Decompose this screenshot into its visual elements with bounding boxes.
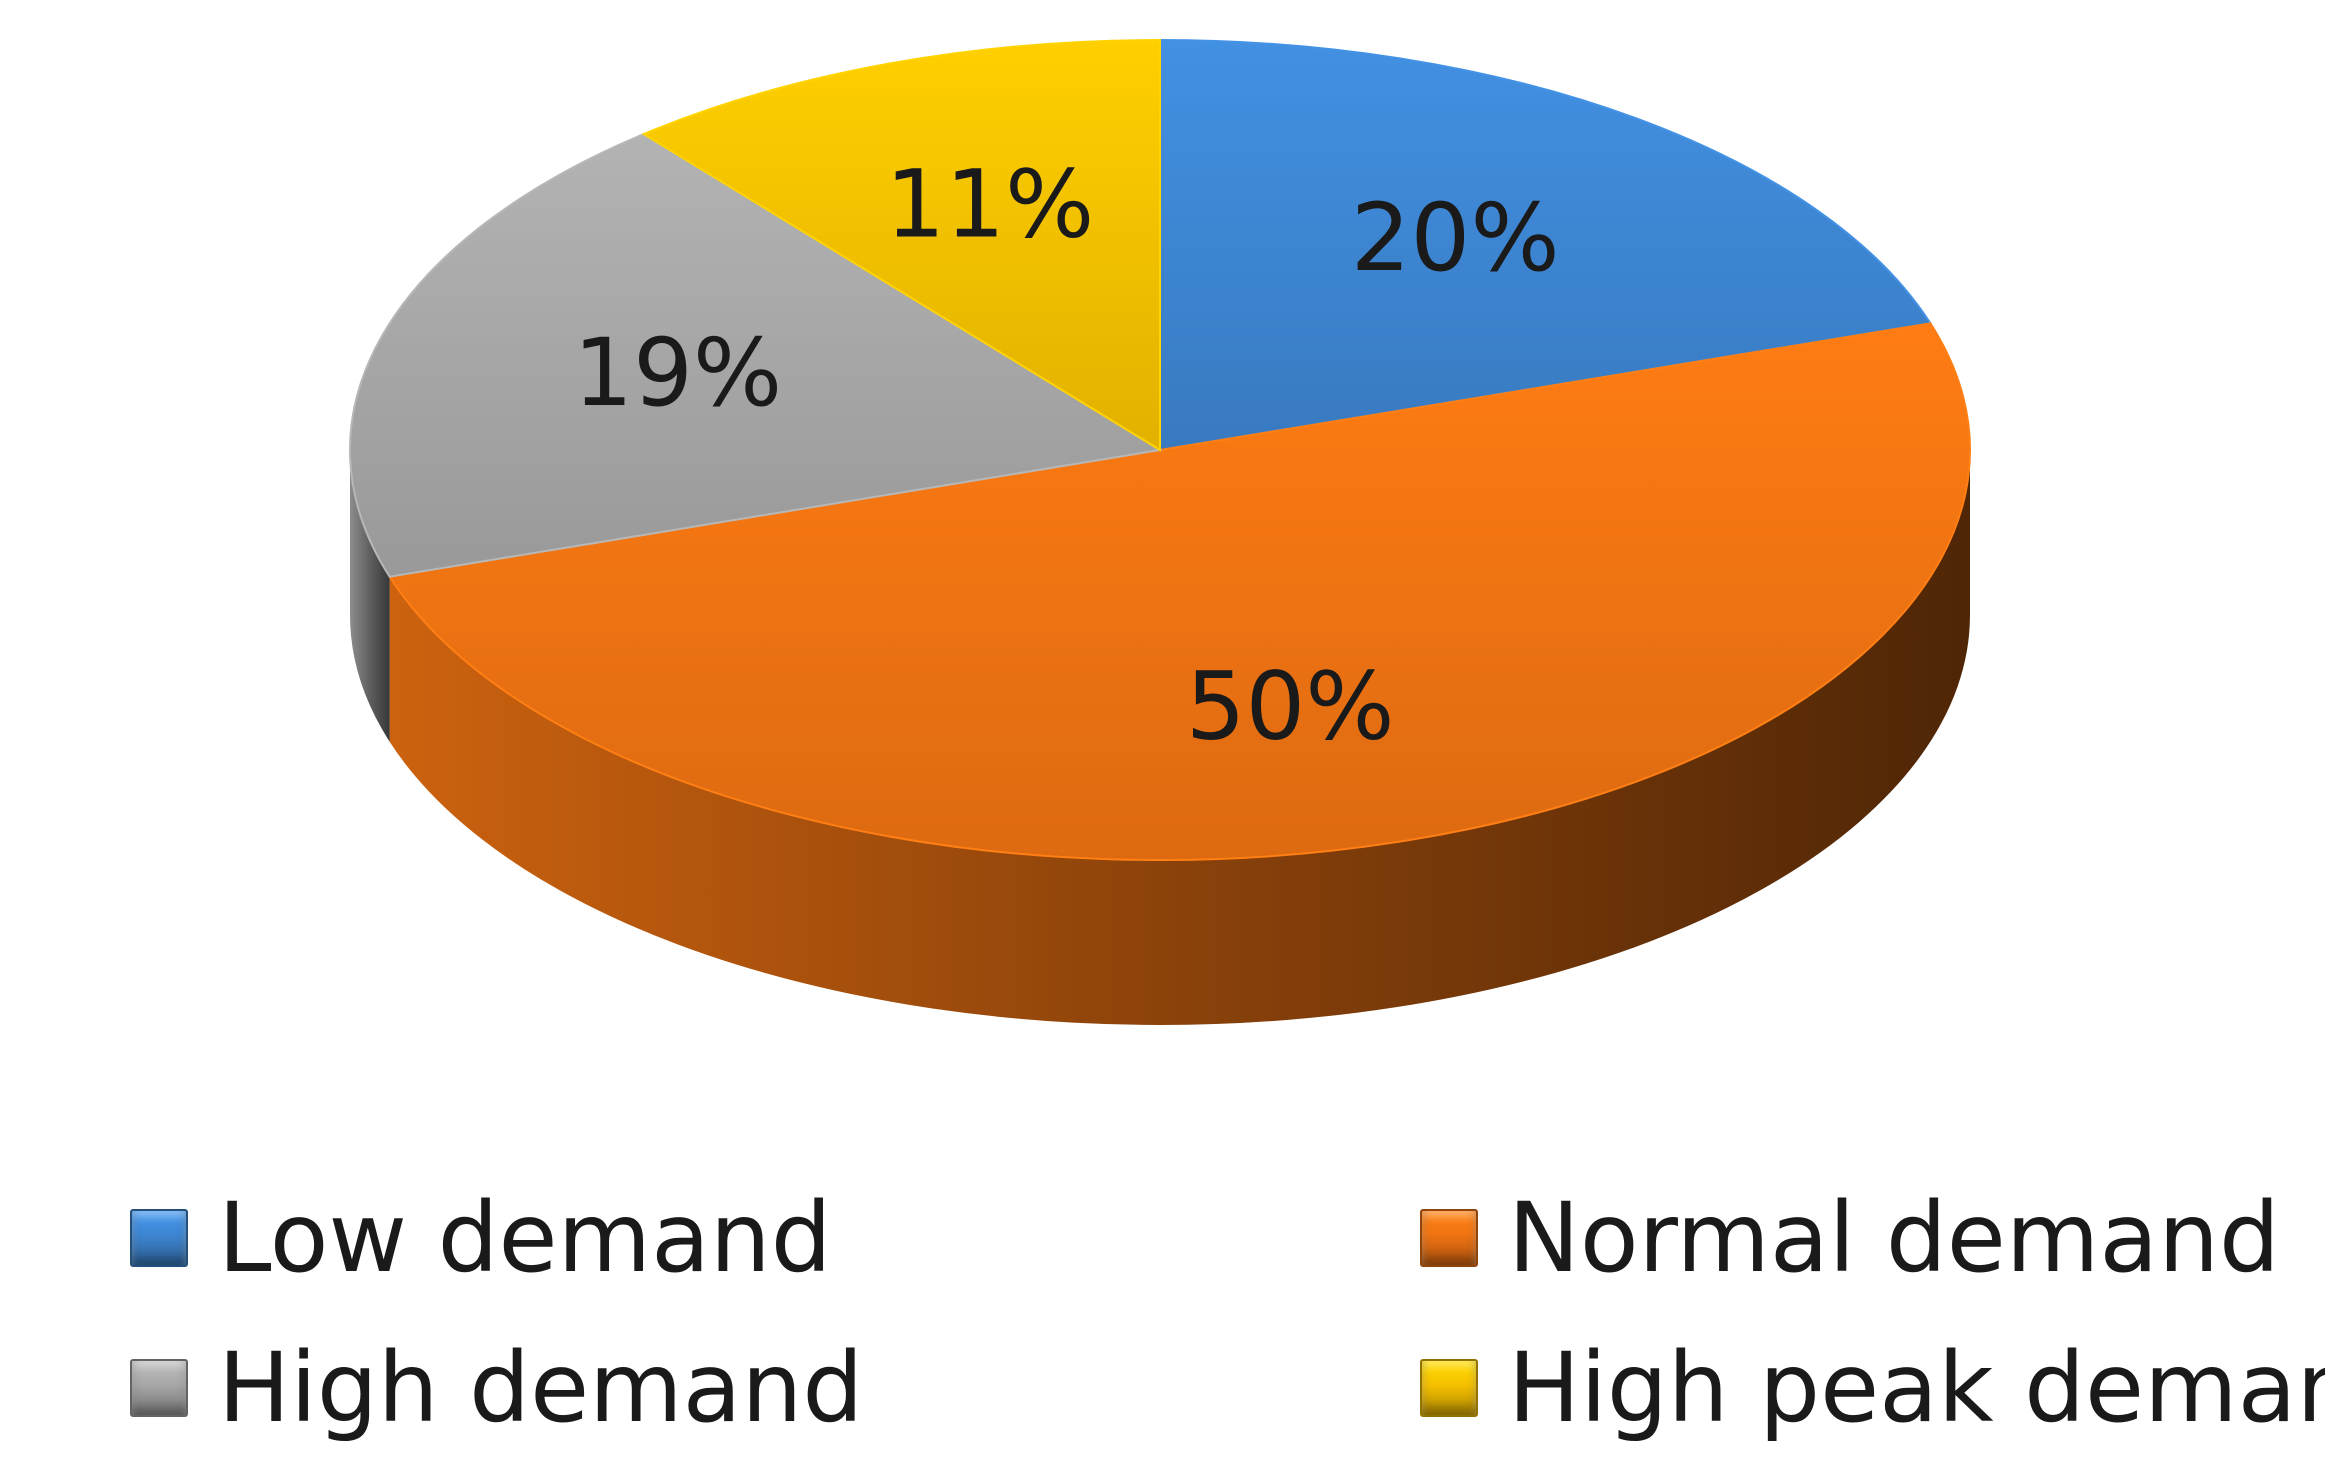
legend-label-normal-demand: Normal demand bbox=[1508, 1182, 2280, 1294]
pie-side-walls bbox=[350, 450, 1971, 1026]
pie-data-labels: 20% 50% 19% 11% bbox=[573, 151, 1559, 762]
pie-slice-high-demand[interactable] bbox=[349, 132, 1163, 578]
data-label-high-demand: 19% bbox=[573, 319, 782, 428]
data-label-high-peak-demand: 11% bbox=[885, 151, 1094, 260]
pie-side-normal-demand bbox=[389, 450, 1971, 1026]
data-label-normal-demand: 50% bbox=[1186, 653, 1395, 762]
pie-top-faces bbox=[349, 38, 1971, 861]
legend-label-high-peak-demand: High peak demand bbox=[1508, 1332, 2325, 1444]
pie-slice-normal-demand[interactable] bbox=[387, 322, 1971, 861]
pie-slice-high-peak-demand[interactable] bbox=[641, 38, 1161, 452]
legend-item-high-demand[interactable]: High demand bbox=[130, 1328, 863, 1448]
data-label-low-demand: 20% bbox=[1351, 184, 1560, 293]
legend-swatch-high-peak-demand bbox=[1420, 1359, 1478, 1417]
pie-side-high-demand bbox=[350, 450, 390, 742]
legend-label-high-demand: High demand bbox=[218, 1332, 864, 1444]
legend-label-low-demand: Low demand bbox=[218, 1182, 832, 1294]
pie-slice-low-demand[interactable] bbox=[1159, 38, 1933, 452]
legend-item-normal-demand[interactable]: Normal demand bbox=[1420, 1178, 2280, 1298]
legend-item-high-peak-demand[interactable]: High peak demand bbox=[1420, 1328, 2325, 1448]
legend-swatch-low-demand bbox=[130, 1209, 188, 1267]
legend-swatch-high-demand bbox=[130, 1359, 188, 1417]
legend-swatch-normal-demand bbox=[1420, 1209, 1478, 1267]
legend-item-low-demand[interactable]: Low demand bbox=[130, 1178, 832, 1298]
